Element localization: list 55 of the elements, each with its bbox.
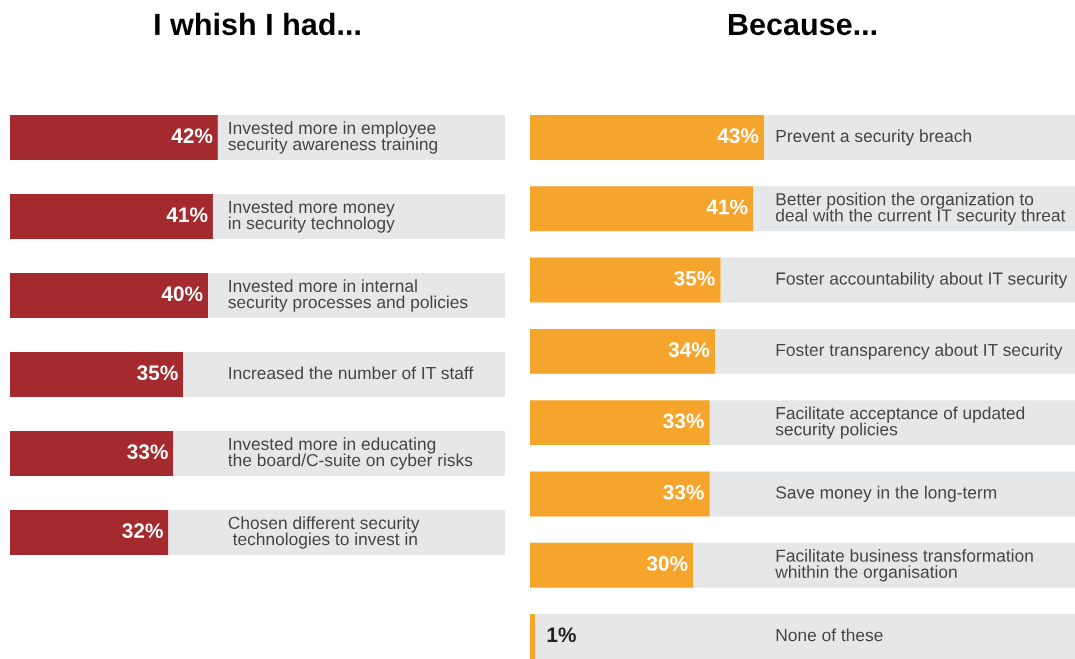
bar	[10, 351, 184, 398]
bar	[709, 471, 1075, 517]
y-tick-label: Invested more money in security technology	[228, 200, 395, 233]
data-label: 42%	[171, 128, 213, 144]
bar	[10, 115, 218, 161]
bar	[530, 614, 536, 659]
y-tick-label: Invested more in internal security processes and policies	[228, 279, 468, 312]
y-tick-label: Invested more in educating the board/C-suite on cyber risks	[228, 437, 473, 470]
data-label: 40%	[161, 286, 203, 302]
data-label: 1%	[547, 627, 576, 643]
chart-title: Because...	[728, 13, 876, 36]
data-label: 35%	[137, 365, 178, 381]
bar	[530, 257, 721, 303]
data-label: 34%	[668, 342, 710, 357]
bar	[720, 257, 1075, 303]
bar	[530, 471, 710, 517]
bar	[530, 542, 694, 588]
bar	[10, 509, 169, 555]
bar	[530, 328, 716, 374]
bar	[10, 193, 213, 240]
bar	[10, 272, 208, 319]
y-tick-label: Foster transparency about IT security	[776, 343, 1063, 360]
y-tick-label: Chosen different security technologies to invest in	[228, 516, 420, 549]
y-tick-label: Facilitate acceptance of updated security policies	[775, 406, 1025, 439]
bar	[212, 193, 505, 240]
y-tick-label: Save money in the long-term	[776, 485, 997, 503]
bar	[693, 542, 1075, 588]
data-label: 32%	[122, 523, 163, 539]
data-label: 41%	[706, 199, 748, 215]
y-tick-label: Foster accountability about IT security	[776, 271, 1068, 289]
bar	[530, 186, 754, 232]
data-label: 33%	[663, 484, 704, 500]
y-tick-label: Invested more in employee security awareness training	[228, 121, 438, 154]
data-label: 35%	[674, 270, 715, 286]
y-tick-label: None of these	[776, 628, 883, 642]
data-label: 33%	[663, 413, 704, 429]
bar	[183, 351, 505, 398]
bar	[535, 614, 1075, 659]
chart-title: I whish I had...	[155, 12, 360, 36]
bar	[173, 430, 505, 477]
bar	[530, 115, 765, 160]
y-tick-label: Facilitate business transformation whithin the organisation	[775, 549, 1033, 582]
bar	[10, 430, 174, 477]
y-tick-label: Better position the organization to deal with the current IT security threat	[775, 192, 1066, 225]
data-label: 30%	[646, 556, 688, 571]
y-tick-label: Increased the number of IT staff	[229, 366, 474, 380]
y-tick-label: Prevent a security breach	[776, 129, 971, 146]
bar	[168, 509, 505, 555]
bar	[709, 400, 1075, 446]
data-label: 43%	[717, 128, 759, 144]
bar	[715, 328, 1075, 374]
bar	[530, 400, 710, 446]
data-label: 33%	[127, 444, 168, 460]
data-label: 41%	[166, 207, 208, 223]
bar	[764, 115, 1075, 160]
